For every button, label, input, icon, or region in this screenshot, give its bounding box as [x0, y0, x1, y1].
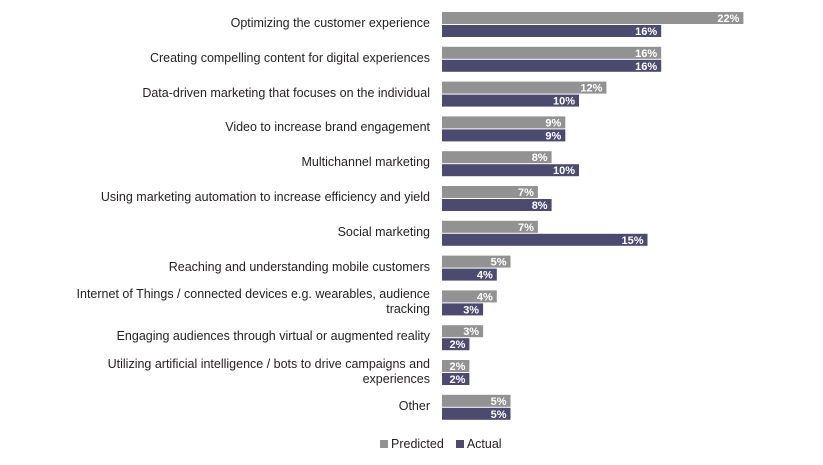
category-label: Data-driven marketing that focuses on th…	[142, 85, 430, 100]
data-label-predicted: 2%	[449, 361, 465, 373]
bar-actual	[442, 59, 662, 72]
category-label: Engaging audiences through virtual or au…	[116, 329, 430, 344]
data-label-predicted: 7%	[518, 187, 534, 199]
bar-actual	[442, 164, 579, 177]
data-label-predicted: 12%	[580, 83, 602, 95]
bar-predicted	[442, 360, 470, 372]
category-label: Multichannel marketing	[301, 155, 430, 170]
data-label-actual: 10%	[553, 96, 575, 108]
data-label-predicted: 16%	[635, 48, 657, 60]
bar-predicted	[442, 394, 511, 407]
data-label-predicted: 3%	[463, 326, 479, 338]
bar-predicted	[442, 220, 538, 233]
category-label: Reaching and understanding mobile custom…	[168, 259, 430, 274]
category-label: Video to increase brand engagement	[225, 120, 430, 135]
legend-swatch-actual	[455, 440, 464, 448]
data-label-actual: 16%	[635, 61, 657, 73]
category-label: Utilizing artificial intelligence / bots…	[107, 356, 430, 386]
data-label-actual: 3%	[463, 304, 479, 316]
data-label-actual: 16%	[635, 26, 657, 38]
bar-predicted	[442, 81, 607, 94]
category-label: Internet of Things / connected devices e…	[76, 286, 430, 316]
data-label-predicted: 4%	[477, 291, 493, 303]
bar-actual	[442, 94, 579, 107]
bar-predicted	[442, 255, 511, 268]
bar-actual	[442, 338, 470, 351]
category-label: Using marketing automation to increase e…	[100, 190, 430, 204]
data-label-actual: 10%	[553, 165, 575, 177]
legend-item-predicted: Predicted	[380, 437, 444, 451]
data-label-actual: 9%	[545, 130, 561, 142]
data-label-actual: 2%	[449, 339, 465, 351]
bar-actual	[442, 268, 497, 281]
data-label-predicted: 5%	[491, 396, 507, 408]
bar-predicted	[442, 46, 662, 59]
legend: Predicted Actual	[380, 437, 510, 451]
data-label-predicted: 8%	[532, 152, 548, 164]
bar-actual	[442, 303, 484, 316]
bar-predicted	[442, 151, 552, 164]
legend-swatch-predicted	[380, 440, 388, 448]
data-label-predicted: 22%	[717, 13, 739, 25]
bar-predicted	[442, 12, 744, 24]
legend-label-predicted: Predicted	[391, 437, 444, 451]
data-label-actual: 5%	[491, 409, 507, 421]
data-label-predicted: 9%	[545, 117, 561, 129]
category-label: Other	[398, 398, 430, 413]
data-label-actual: 8%	[532, 200, 548, 212]
bar-predicted	[442, 325, 484, 338]
legend-item-actual: Actual	[455, 437, 502, 451]
data-label-predicted: 7%	[518, 222, 534, 234]
data-label-actual: 2%	[449, 374, 465, 386]
category-label: Creating compelling content for digital …	[149, 50, 430, 65]
bar-actual	[442, 233, 648, 246]
bar-predicted	[442, 290, 497, 303]
data-label-actual: 15%	[621, 235, 643, 247]
category-label: Optimizing the customer experience	[230, 16, 430, 30]
data-label-actual: 4%	[477, 270, 493, 282]
legend-label-actual: Actual	[466, 437, 502, 451]
bar-actual	[442, 199, 552, 211]
bar-actual	[442, 25, 662, 37]
bar-actual	[442, 373, 470, 385]
bar-predicted	[442, 186, 538, 198]
category-label: Social marketing	[337, 224, 430, 239]
bar-actual	[442, 129, 566, 142]
bar-actual	[442, 407, 511, 420]
data-label-predicted: 5%	[491, 257, 507, 269]
bar-predicted	[442, 116, 566, 129]
